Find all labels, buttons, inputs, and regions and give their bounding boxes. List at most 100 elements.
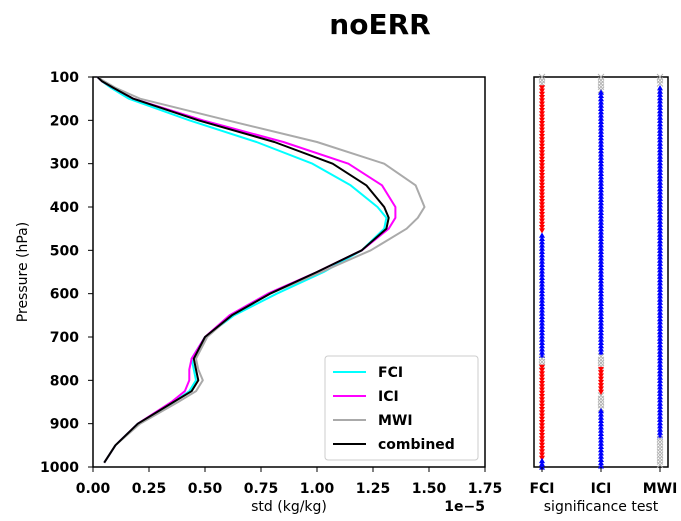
sig-marker-up-FCI [539,297,545,303]
sig-marker-up-MWI [657,384,663,390]
sig-marker-up-ICI [598,329,604,336]
sig-marker-up-ICI [598,206,604,212]
sig-marker-up-FCI [539,238,545,245]
sig-marker-up-ICI [598,167,604,173]
sig-marker-none-MWI [656,438,664,446]
sig-marker-up-ICI [598,232,604,238]
sig-marker-up-ICI [598,160,604,167]
sig-marker-down-FCI [539,439,545,445]
sig-marker-up-MWI [657,322,663,328]
sig-marker-up-MWI [657,367,663,374]
sig-marker-up-MWI [657,315,663,322]
sig-marker-up-MWI [657,400,663,406]
sig-marker-down-FCI [539,98,545,104]
sig-marker-up-MWI [657,348,663,354]
sig-marker-up-FCI [539,277,545,284]
sig-marker-down-FCI [539,95,545,101]
sig-marker-up-ICI [598,310,604,316]
sig-marker-down-ICI [598,376,604,383]
sig-marker-up-ICI [598,212,604,219]
sig-marker-up-MWI [657,377,663,383]
sig-marker-up-MWI [657,302,663,309]
sig-marker-up-MWI [657,306,663,312]
sig-marker-up-MWI [657,169,663,175]
sig-marker-up-FCI [539,268,545,274]
sig-marker-up-ICI [598,154,604,160]
x-tick-label: 0.75 [244,481,279,497]
sig-marker-down-FCI [539,134,545,140]
y-tick-label: 700 [50,330,79,346]
sig-marker-up-MWI [657,192,663,198]
sig-marker-down-FCI [539,433,545,439]
sig-marker-down-FCI [539,381,545,387]
sig-marker-up-FCI [539,245,545,251]
sig-marker-up-ICI [598,248,604,254]
x-tick-label: 1.50 [412,481,447,497]
sig-marker-down-FCI [539,218,545,224]
sig-marker-down-FCI [539,192,545,198]
sig-marker-up-MWI [657,354,663,361]
sig-marker-up-ICI [598,411,604,417]
sig-marker-up-MWI [657,410,663,416]
sig-marker-down-FCI [539,91,545,98]
sig-marker-up-MWI [657,423,663,429]
sig-marker-up-ICI [598,112,604,118]
sig-marker-up-MWI [657,387,663,393]
legend-label-FCI: FCI [378,365,403,381]
sig-marker-up-MWI [657,234,663,240]
sig-marker-down-FCI [539,189,545,195]
sig-marker-down-FCI [539,88,545,94]
sig-marker-none-MWI [656,448,664,456]
sig-marker-up-ICI [598,443,604,449]
sig-marker-up-FCI [539,251,545,258]
sig-marker-up-FCI [539,300,545,306]
sig-marker-down-FCI [539,124,545,130]
sig-marker-down-FCI [539,368,545,374]
sig-marker-down-FCI [539,212,545,218]
sig-x-tick-label: ICI [591,481,612,497]
sig-marker-up-ICI [598,203,604,209]
sig-marker-down-FCI [539,446,545,452]
sig-marker-up-FCI [539,336,545,342]
sig-marker-up-MWI [657,312,663,318]
sig-marker-up-ICI [598,193,604,199]
sig-marker-up-ICI [598,349,604,355]
sig-marker-up-ICI [598,255,604,261]
sig-marker-up-ICI [598,333,604,339]
chart-title: noERR [329,8,430,41]
sig-marker-up-ICI [598,134,604,141]
sig-marker-up-ICI [598,294,604,300]
sig-marker-up-FCI [539,264,545,271]
sig-marker-up-MWI [657,117,663,123]
sig-marker-none-ICI [597,401,605,409]
sig-marker-up-FCI [539,333,545,339]
sig-marker-up-ICI [598,313,604,319]
y-tick-label: 600 [50,287,79,303]
sig-marker-up-MWI [657,286,663,292]
sig-marker-up-MWI [657,211,663,218]
sig-marker-up-FCI [539,342,545,349]
sig-marker-up-MWI [657,179,663,185]
sig-marker-up-ICI [598,92,604,98]
x-tick-label: 0.00 [76,481,111,497]
sig-marker-none-ICI [597,73,605,81]
sig-marker-up-ICI [598,190,604,196]
sig-marker-down-FCI [539,121,545,127]
sig-marker-up-MWI [657,371,663,377]
sig-marker-up-FCI [539,271,545,277]
sig-marker-up-MWI [657,224,663,231]
sig-marker-none-MWI [656,445,664,452]
sig-marker-up-ICI [598,180,604,186]
sig-marker-down-FCI [539,374,545,380]
sig-marker-up-MWI [657,150,663,156]
sig-marker-up-MWI [657,429,663,435]
sig-marker-up-MWI [657,289,663,296]
sig-marker-up-MWI [657,130,663,136]
sig-marker-up-ICI [598,105,604,111]
sig-marker-up-MWI [657,419,663,426]
series-line-MWI [96,76,426,464]
sig-marker-down-FCI [539,163,545,169]
sig-marker-down-FCI [539,199,545,205]
sig-marker-up-ICI [598,261,604,267]
sig-marker-up-MWI [657,189,663,195]
